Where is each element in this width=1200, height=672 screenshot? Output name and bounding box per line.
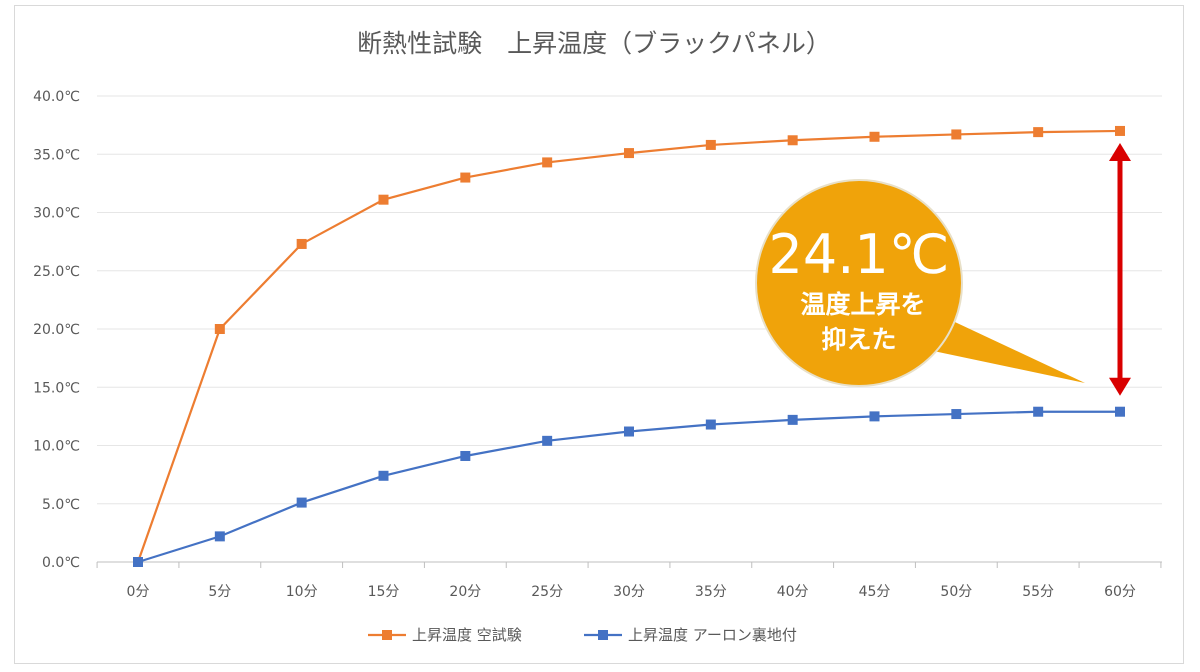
data-point [1114, 406, 1125, 417]
data-point [214, 531, 225, 542]
data-point [460, 172, 471, 183]
chart-title: 断熱性試験 上昇温度（ブラックパネル） [357, 29, 831, 58]
y-tick-label: 15.0℃ [33, 380, 80, 396]
legend-label: 上昇温度 アーロン裏地付 [628, 626, 797, 644]
callout-text-line1: 温度上昇を [800, 290, 925, 319]
data-point [705, 139, 716, 150]
data-point [705, 419, 716, 430]
data-point [214, 324, 225, 334]
chart-frame [14, 5, 1184, 664]
data-point [378, 194, 389, 205]
x-tick-label: 10分 [286, 584, 318, 600]
x-tick-label: 50分 [940, 584, 972, 600]
x-tick-label: 0分 [127, 584, 150, 600]
data-point [787, 135, 798, 146]
data-point [951, 409, 962, 420]
y-tick-label: 0.0℃ [42, 555, 80, 571]
data-point [378, 470, 389, 481]
x-tick-label: 30分 [613, 584, 645, 600]
x-tick-label: 35分 [695, 584, 727, 600]
x-axis: 0分 5分 10分 15分 20分 25分 30分 35分 40分 45分 50分 55分 60分 [96, 562, 1162, 600]
x-tick-label: 60分 [1104, 584, 1136, 600]
y-tick-label: 35.0℃ [33, 147, 80, 163]
y-tick-label: 20.0℃ [33, 322, 80, 338]
y-tick-label: 40.0℃ [33, 89, 80, 105]
data-point [460, 450, 471, 461]
legend: 上昇温度 空試験 上昇温度 アーロン裏地付 [368, 626, 797, 644]
y-tick-label: 5.0℃ [42, 497, 80, 513]
callout-bubble [755, 179, 963, 387]
y-tick-label: 25.0℃ [33, 264, 80, 280]
series-group [133, 125, 1125, 567]
data-point [296, 238, 307, 249]
data-point [1033, 406, 1044, 417]
legend-marker [382, 630, 392, 640]
legend-marker [598, 630, 608, 640]
data-point [542, 435, 553, 446]
arrow-head-bottom [1108, 377, 1131, 396]
y-axis: 0.0℃ 5.0℃ 10.0℃ 15.0℃ 20.0℃ 25.0℃ 30.0℃ 35.0℃ 40… [33, 89, 80, 571]
x-tick-label: 55分 [1022, 584, 1054, 600]
y-tick-label: 10.0℃ [33, 439, 80, 455]
data-point [951, 129, 962, 140]
data-point [623, 148, 634, 159]
x-tick-label: 25分 [531, 584, 563, 600]
data-point [1033, 127, 1044, 138]
data-point [1114, 125, 1125, 136]
data-point [133, 557, 143, 567]
x-tick-label: 20分 [449, 584, 481, 600]
gridlines [97, 95, 1162, 563]
legend-label: 上昇温度 空試験 [412, 626, 522, 644]
callout-value: 24.1℃ [769, 223, 950, 286]
x-tick-label: 5分 [208, 584, 231, 600]
data-point [869, 131, 880, 142]
data-point [869, 411, 880, 422]
data-point [787, 414, 798, 425]
callout-text-line2: 抑えた [821, 325, 896, 354]
data-point [623, 426, 634, 437]
x-tick-label: 15分 [368, 584, 400, 600]
x-tick-label: 40分 [777, 584, 809, 600]
x-tick-label: 45分 [859, 584, 891, 600]
data-point [296, 497, 307, 508]
arrow-head-top [1108, 142, 1131, 161]
y-tick-label: 30.0℃ [33, 206, 80, 222]
data-point [542, 157, 553, 168]
